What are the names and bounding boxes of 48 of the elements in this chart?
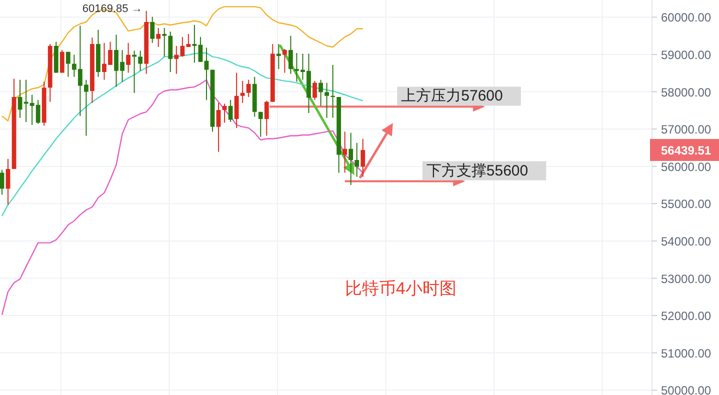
y-tick-label: 54000.00 [661,234,712,248]
candlestick [330,64,335,118]
candlestick [354,142,360,178]
y-tick-label: 51000.00 [661,346,712,360]
ref-line-label: 下方支撑55600 [426,162,528,180]
candlestick [276,44,281,70]
y-tick-label: 60000.00 [661,10,712,25]
text: 56439.51 [661,143,712,158]
annotation: 比特币4小时图 [344,279,456,298]
candlestick [168,31,173,72]
candlestick [258,111,263,138]
annotation: 60169.85 → [82,2,142,15]
y-tick-label: 56000.00 [661,160,712,174]
candlestick [318,79,323,106]
candlestick [0,169,4,196]
y-tick-label: 50000.00 [661,384,712,395]
candlestick [6,158,10,206]
candlestick [282,48,287,74]
y-tick-label: 52000.00 [661,309,712,324]
line-series [1,6,364,122]
candlestick [348,132,354,186]
candlestick [162,27,167,58]
candlestick [240,80,245,104]
ref-line-label: 上方压力57600 [401,88,503,105]
y-tick-label: 59000.00 [661,48,712,62]
candlestick [66,51,70,78]
candlestick [156,27,161,48]
candlestick [264,100,269,136]
candlestick [342,131,348,174]
y-tick-label: 57000.00 [661,122,712,137]
y-tick-label: 58000.00 [661,85,712,100]
candlestick [192,24,197,64]
candlestick [324,82,329,118]
candlestick [360,138,366,178]
candlestick [288,35,293,74]
y-tick-label: 55000.00 [661,197,712,212]
line-series [1,79,364,316]
candlestick [312,80,317,100]
candlestick [246,79,251,98]
candlestick [216,102,221,152]
candlestick [234,72,239,128]
candlestick [60,49,64,74]
candlestick [126,42,130,74]
y-tick-label: 53000.00 [661,272,712,286]
candlestick [150,16,155,44]
candlestick [198,36,203,62]
candlestick [18,79,22,118]
candlestick [138,50,143,72]
